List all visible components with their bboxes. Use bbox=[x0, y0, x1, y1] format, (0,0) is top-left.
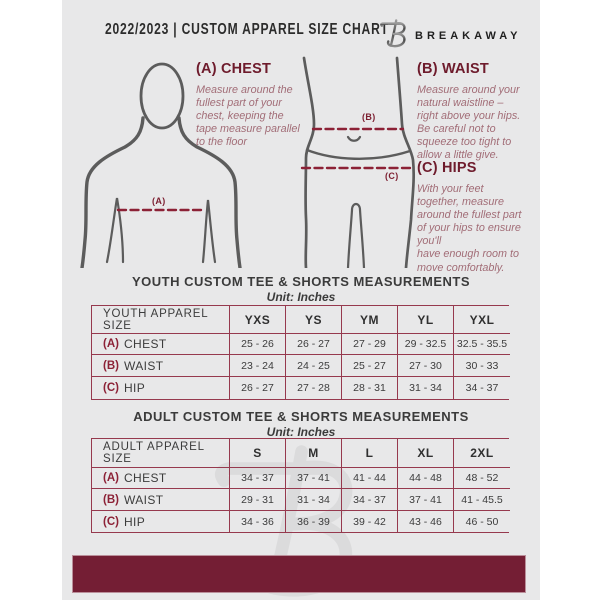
size-col-header: YS bbox=[285, 306, 341, 333]
value-cell: 29 - 32.5 bbox=[397, 333, 453, 354]
row-header-waist: (B) WAIST bbox=[92, 354, 229, 376]
chest-section-heading: (A) CHEST bbox=[196, 61, 272, 77]
value-cell: 36 - 39 bbox=[285, 510, 341, 532]
value-cell: 37 - 41 bbox=[397, 488, 453, 510]
right-body-line bbox=[395, 56, 416, 268]
size-col-header: 2XL bbox=[453, 439, 510, 467]
hips-measure-label: (C) bbox=[385, 171, 399, 181]
youth-table-title: YOUTH CUSTOM TEE & SHORTS MEASUREMENTS bbox=[131, 274, 470, 289]
size-col-header: M bbox=[285, 439, 341, 467]
chest-measure-label: (A) bbox=[152, 196, 166, 206]
value-cell: 26 - 27 bbox=[229, 376, 285, 399]
adult-table-unit: Unit: Inches bbox=[266, 425, 336, 439]
value-cell: 44 - 48 bbox=[397, 467, 453, 488]
value-cell: 24 - 25 bbox=[285, 354, 341, 376]
value-cell: 41 - 44 bbox=[341, 467, 397, 488]
row-key: (A) bbox=[103, 472, 119, 484]
value-cell: 46 - 50 bbox=[453, 510, 510, 532]
navel-mark bbox=[346, 135, 362, 142]
row-label: HIP bbox=[123, 381, 146, 395]
left-body-line bbox=[302, 56, 316, 268]
row-key: (A) bbox=[103, 338, 119, 350]
footer-bar bbox=[72, 555, 526, 593]
brand-lockup: BREAKAWAY bbox=[380, 16, 522, 50]
row-header-chest: (A) CHEST bbox=[92, 333, 229, 354]
value-cell: 25 - 26 bbox=[229, 333, 285, 354]
left-shoulder-arm-line bbox=[80, 116, 145, 268]
value-cell: 27 - 29 bbox=[341, 333, 397, 354]
page-background: 2022/2023 | CUSTOM APPAREL SIZE CHART BR… bbox=[62, 0, 540, 600]
right-shoulder-arm-line bbox=[177, 116, 242, 268]
value-cell: 39 - 42 bbox=[341, 510, 397, 532]
value-cell: 41 - 45.5 bbox=[453, 488, 510, 510]
row-label: CHEST bbox=[123, 337, 167, 351]
value-cell: 27 - 30 bbox=[397, 354, 453, 376]
value-cell: 27 - 28 bbox=[285, 376, 341, 399]
value-cell: 34 - 36 bbox=[229, 510, 285, 532]
waist-section-description: Measure around your natural waistline – … bbox=[417, 84, 521, 162]
value-cell: 34 - 37 bbox=[229, 467, 285, 488]
youth-size-table: YOUTH APPAREL SIZE YXS YS YM YL YXL (A) … bbox=[91, 305, 510, 400]
value-cell: 43 - 46 bbox=[397, 510, 453, 532]
row-key: (B) bbox=[103, 493, 119, 506]
size-col-header: L bbox=[341, 439, 397, 467]
value-cell: 32.5 - 35.5 bbox=[453, 333, 510, 354]
row-key: (C) bbox=[103, 515, 119, 528]
value-cell: 26 - 27 bbox=[285, 333, 341, 354]
brand-name: BREAKAWAY bbox=[415, 30, 522, 42]
waistband-curve bbox=[305, 148, 412, 161]
row-label: WAIST bbox=[123, 492, 164, 507]
hips-section-description: With your feet together, measure around … bbox=[417, 183, 522, 274]
youth-table-unit: Unit: Inches bbox=[266, 290, 336, 304]
size-col-header: YXS bbox=[229, 306, 285, 333]
size-col-header: YM bbox=[341, 306, 397, 333]
left-armpit-line bbox=[105, 197, 125, 264]
value-cell: 31 - 34 bbox=[285, 488, 341, 510]
youth-table-corner-header: YOUTH APPAREL SIZE bbox=[103, 307, 208, 332]
value-cell: 37 - 41 bbox=[285, 467, 341, 488]
size-col-header: S bbox=[229, 439, 285, 467]
value-cell: 34 - 37 bbox=[453, 376, 510, 399]
row-key: (C) bbox=[103, 382, 119, 394]
row-label: CHEST bbox=[123, 471, 167, 485]
value-cell: 29 - 31 bbox=[229, 488, 285, 510]
inner-leg-lines bbox=[346, 202, 366, 268]
value-cell: 34 - 37 bbox=[341, 488, 397, 510]
value-cell: 23 - 24 bbox=[229, 354, 285, 376]
size-col-header: YL bbox=[397, 306, 453, 333]
page-title: 2022/2023 | CUSTOM APPAREL SIZE CHART bbox=[105, 21, 389, 38]
size-col-header: YXL bbox=[453, 306, 510, 333]
value-cell: 28 - 31 bbox=[341, 376, 397, 399]
row-key: (B) bbox=[103, 359, 119, 372]
row-header-waist: (B) WAIST bbox=[92, 488, 229, 510]
adult-table-title: ADULT CUSTOM TEE & SHORTS MEASUREMENTS bbox=[133, 409, 469, 424]
row-header-hip: (C) HIP bbox=[92, 510, 229, 532]
head-outline bbox=[139, 62, 185, 130]
value-cell: 48 - 52 bbox=[453, 467, 510, 488]
waist-measure-label: (B) bbox=[362, 112, 376, 122]
size-col-header: XL bbox=[397, 439, 453, 467]
chest-section-description: Measure around the fullest part of your … bbox=[196, 84, 300, 149]
value-cell: 30 - 33 bbox=[453, 354, 510, 376]
lower-body-figure-icon bbox=[300, 56, 416, 268]
value-cell: 31 - 34 bbox=[397, 376, 453, 399]
adult-table-corner-header: ADULT APPAREL SIZE bbox=[103, 441, 205, 465]
right-armpit-line bbox=[201, 199, 217, 264]
row-label: HIP bbox=[123, 514, 146, 529]
row-label: WAIST bbox=[123, 358, 164, 373]
waist-section-heading: (B) WAIST bbox=[417, 61, 489, 77]
row-header-hip: (C) HIP bbox=[92, 376, 229, 399]
value-cell: 25 - 27 bbox=[341, 354, 397, 376]
breakaway-logo-icon bbox=[380, 19, 406, 48]
hips-section-heading: (C) HIPS bbox=[417, 160, 477, 176]
adult-size-table: ADULT APPAREL SIZE S M L XL 2XL (A) CHES… bbox=[91, 438, 510, 533]
upper-body-figure-icon bbox=[80, 62, 242, 268]
row-header-chest: (A) CHEST bbox=[92, 467, 229, 488]
